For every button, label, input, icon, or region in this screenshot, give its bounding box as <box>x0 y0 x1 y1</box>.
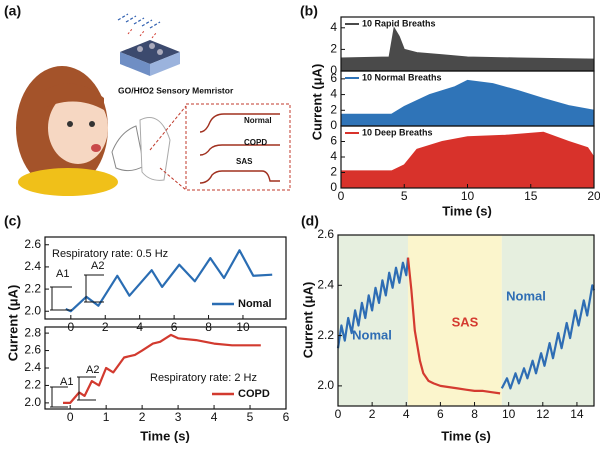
series-line <box>336 257 410 349</box>
subplot: 10 Rapid Breaths 0 2 4 (b) <box>300 3 595 77</box>
series-label: SAS <box>452 314 479 329</box>
device-icon <box>117 13 180 76</box>
annotation: A1 <box>60 376 73 388</box>
x-tick-label: 12 <box>536 407 550 421</box>
x-tick-label: 1 <box>103 410 110 424</box>
panel-label: (c) <box>4 213 21 229</box>
curve-label: COPD <box>244 138 267 147</box>
series-line <box>500 284 596 390</box>
legend-label: 10 Rapid Breaths <box>362 18 436 28</box>
y-tick-label: 2.8 <box>24 325 41 339</box>
legend-label: 10 Normal Breaths <box>362 72 442 82</box>
x-tick-label: 14 <box>570 407 584 421</box>
series-label: Nomal <box>352 327 392 342</box>
x-tick-label: 10 <box>502 407 516 421</box>
x-axis-label: Time (s) <box>441 428 491 443</box>
y-tick-label: 6 <box>330 134 337 148</box>
plot-frame <box>337 234 595 407</box>
y-tick-label: 2.2 <box>24 378 41 392</box>
y-tick-label: 4 <box>330 20 337 34</box>
y-tick-label: 2.2 <box>317 328 334 342</box>
area-fill <box>341 132 594 188</box>
legend-label: 10 Deep Breaths <box>362 127 433 137</box>
x-tick-label: 2 <box>139 410 146 424</box>
annotation: Respiratory rate: 0.5 Hz <box>52 248 168 260</box>
x-tick-label: 15 <box>524 189 538 203</box>
y-tick-label: 0 <box>330 118 337 132</box>
series-line <box>63 333 261 404</box>
subplot: Nomal SAS Nomal 0 2 4 6 8 10 12 14 2.0 2.2 2.4 2.6 Time… <box>300 213 596 443</box>
x-axis-label: Time (s) <box>140 428 190 443</box>
shaded-region <box>407 235 502 406</box>
x-tick-label: 5 <box>247 410 254 424</box>
y-axis-label: Current (μA) <box>300 282 315 359</box>
annotation: Respiratory rate: 2 Hz <box>150 372 257 384</box>
annotation: A2 <box>91 260 104 272</box>
device-label: GO/HfO2 Sensory Memristor <box>118 85 234 95</box>
y-tick-label: 2 <box>330 165 337 179</box>
x-tick-label: 4 <box>403 407 410 421</box>
series-line <box>65 249 273 313</box>
y-tick-label: 2.0 <box>24 303 41 317</box>
area-fill <box>341 80 594 126</box>
annotation: A2 <box>86 364 99 376</box>
area-edge <box>341 131 595 172</box>
subplot: COPD 0 1 2 3 4 5 6 2.0 2.2 2.4 2.6 2.8 Time (s) Respir… <box>24 325 289 443</box>
y-tick-label: 0 <box>330 63 337 77</box>
y-tick-label: 2 <box>330 42 337 56</box>
y-tick-label: 2.6 <box>317 227 334 241</box>
zoom-box <box>185 103 291 191</box>
x-tick-label: 2 <box>369 407 376 421</box>
curve-label: Normal <box>244 116 272 125</box>
x-tick-label: 0 <box>338 189 345 203</box>
y-tick-label: 2.4 <box>317 277 334 291</box>
subplot: 10 Normal Breaths 0 24 6 Current (μA) <box>309 64 595 141</box>
area-fill <box>341 27 594 71</box>
x-tick-label: 8 <box>471 407 478 421</box>
y-tick-label: 2.2 <box>24 281 41 295</box>
y-tick-label: 4 <box>330 149 337 163</box>
legend-label: COPD <box>238 388 270 400</box>
subplot: 10 Deep Breaths 0 5 10 15 20 02 46 Time (s) <box>330 125 600 218</box>
x-axis-label: Time (s) <box>442 203 492 218</box>
curve-label: SAS <box>236 157 253 166</box>
y-tick-label: 2.6 <box>24 237 41 251</box>
annotation: A1 <box>56 268 69 280</box>
y-tick-label: 2.0 <box>317 378 334 392</box>
y-axis-label: Current (μA) <box>309 64 324 141</box>
y-tick-label: 2.6 <box>24 343 41 357</box>
x-tick-label: 10 <box>461 189 475 203</box>
panel-label: (d) <box>301 213 319 229</box>
y-tick-label: 2.4 <box>24 259 41 273</box>
area-edge <box>341 79 595 115</box>
y-tick-label: 6 <box>330 71 337 85</box>
x-tick-label: 20 <box>587 189 600 203</box>
zoom-line <box>149 105 187 191</box>
x-tick-label: 3 <box>175 410 182 424</box>
y-tick-label: 0 <box>330 180 337 194</box>
panel-label: (b) <box>300 3 318 19</box>
area-edge <box>340 26 595 60</box>
y-axis-label: Current (μA) <box>5 285 20 362</box>
series-label: Nomal <box>506 288 546 303</box>
y-tick-label: 2.0 <box>24 395 41 409</box>
y-tick-label: 2 <box>330 102 337 116</box>
y-tick-label: 4 <box>330 87 337 101</box>
series-line <box>406 257 501 395</box>
y-tick-label: 2.4 <box>24 360 41 374</box>
legend-label: Nomal <box>238 298 272 310</box>
panel-label: (a) <box>4 3 21 19</box>
person <box>16 66 171 196</box>
x-tick-label: 5 <box>401 189 408 203</box>
illustration: (a) GO/HfO2 Sensory Memristor Normal COP… <box>4 3 291 196</box>
plot-frame <box>44 236 287 320</box>
x-tick-label: 6 <box>437 407 444 421</box>
x-tick-label: 4 <box>211 410 218 424</box>
x-tick-label: 0 <box>335 407 342 421</box>
x-tick-label: 0 <box>67 410 74 424</box>
x-tick-label: 6 <box>283 410 290 424</box>
